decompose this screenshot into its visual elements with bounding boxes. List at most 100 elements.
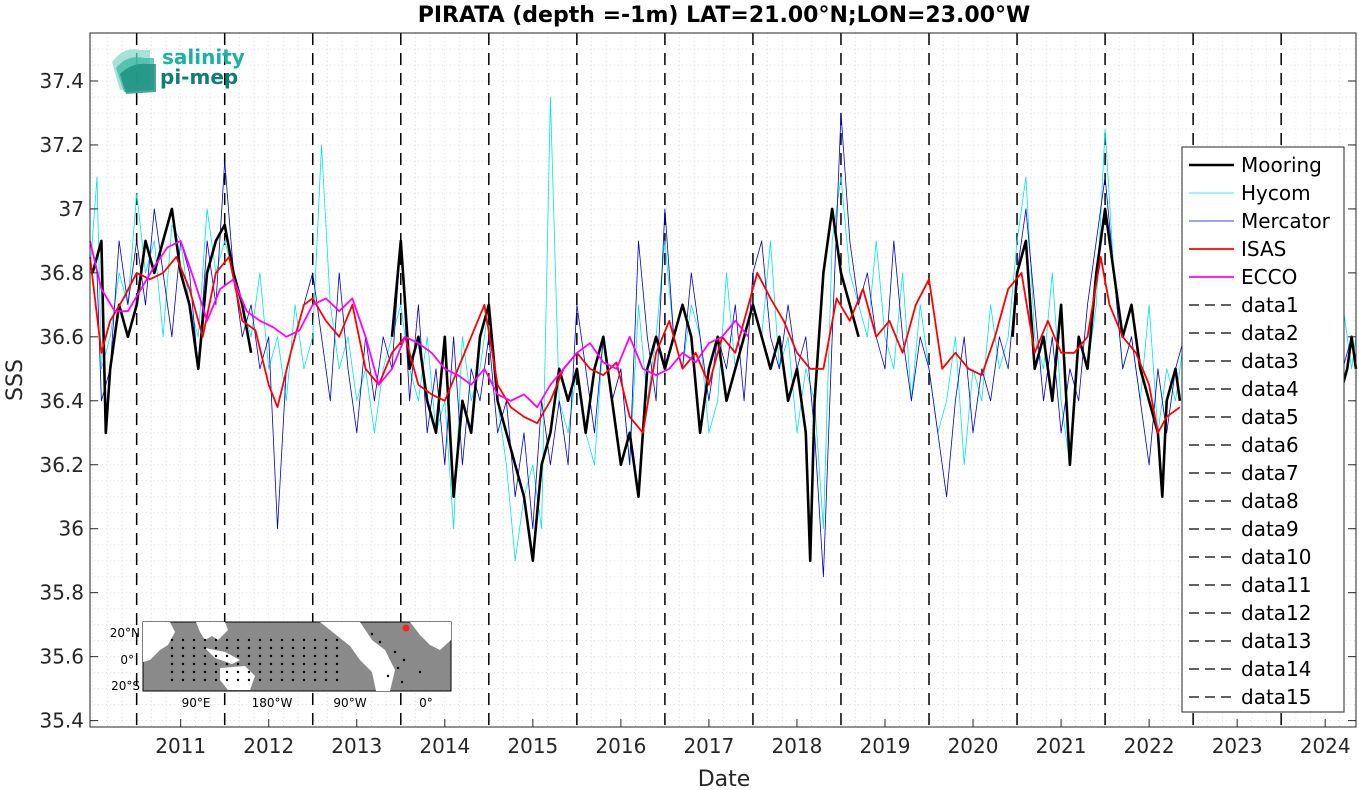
inset-map-dot — [170, 662, 174, 666]
series-mooring-line-1 — [390, 207, 860, 563]
inset-map-dot — [192, 662, 196, 666]
inset-map-dot — [418, 670, 422, 674]
x-axis: 2011 2012 2013 2014 2015 2016 2017 2018 2019 2020… — [155, 719, 1351, 758]
inset-map-dot — [236, 670, 240, 674]
inset-map-dot — [302, 662, 306, 666]
inset-map-dot — [335, 638, 339, 642]
inset-map-selected-mooring — [402, 624, 410, 632]
inset-map-dot — [247, 654, 251, 658]
inset-map-dot — [236, 662, 240, 666]
plot-area: 35.4 35.6 35.8 36 36.2 36.4 36.6 36.8 37 37.2 37.4… — [39, 32, 1358, 758]
inset-map-dot — [378, 640, 382, 644]
legend-label-hycom: Hycom — [1241, 181, 1311, 205]
inset-map-dot — [335, 670, 339, 674]
inset-map-dot — [192, 646, 196, 650]
legend-label-mercator: Mercator — [1241, 209, 1331, 233]
inset-map-dot — [247, 646, 251, 650]
inset-map-dot — [324, 662, 328, 666]
legend-label-data11: data11 — [1241, 573, 1312, 597]
inset-lon-label-90e: 90°E — [182, 696, 211, 710]
inset-map-dot — [203, 678, 207, 682]
inset-map-dot — [203, 638, 207, 642]
y-tick-label: 36.2 — [39, 453, 84, 477]
y-tick-label: 36.4 — [39, 389, 84, 413]
inset-map-dot — [203, 662, 207, 666]
inset-map-dot — [214, 678, 218, 682]
legend-label-isas: ISAS — [1241, 237, 1286, 261]
y-tick-label: 35.8 — [39, 581, 84, 605]
logo-waves-icon — [112, 49, 156, 94]
inset-map-dot — [313, 670, 317, 674]
inset-map-dot — [269, 670, 273, 674]
inset-map-dot — [225, 662, 229, 666]
inset-map-dot — [214, 670, 218, 674]
inset-map-dot — [302, 646, 306, 650]
x-tick-label: 2021 — [1036, 734, 1087, 758]
inset-map-dot — [291, 654, 295, 658]
inset-map-dot — [236, 678, 240, 682]
legend-items: Mooring Hycom Mercator ISAS ECCO data1 data2 da… — [1189, 153, 1331, 709]
inset-map-dot — [280, 670, 284, 674]
inset-map-dot — [225, 646, 229, 650]
inset-map-dot — [225, 670, 229, 674]
inset-lon-label-180w: 180°W — [252, 696, 293, 710]
x-tick-label: 2016 — [595, 734, 646, 758]
inset-map-mooring-dots — [170, 632, 422, 684]
inset-lon-label-90w: 90°W — [333, 696, 366, 710]
inset-map-dot — [225, 678, 229, 682]
inset-map-dot — [324, 654, 328, 658]
inset-map-dot — [280, 662, 284, 666]
inset-map-dot — [291, 662, 295, 666]
inset-map-dot — [236, 646, 240, 650]
legend-label-ecco: ECCO — [1241, 265, 1297, 289]
inset-map-land-indonesia — [205, 648, 240, 664]
legend-label-data7: data7 — [1241, 461, 1299, 485]
inset-map-dot — [170, 670, 174, 674]
y-tick-label: 36.8 — [39, 261, 84, 285]
inset-map-dot — [280, 654, 284, 658]
legend-label-data1: data1 — [1241, 293, 1299, 317]
inset-map-dot — [324, 638, 328, 642]
inset-map-dot — [313, 678, 317, 682]
x-tick-label: 2023 — [1212, 734, 1263, 758]
inset-map-dot — [170, 638, 174, 642]
inset-map-dot — [258, 654, 262, 658]
inset-map-dot — [280, 638, 284, 642]
legend-label-data15: data15 — [1241, 685, 1312, 709]
legend-label-data9: data9 — [1241, 517, 1299, 541]
inset-lat-label-20s: 20°S — [111, 679, 140, 693]
legend: Mooring Hycom Mercator ISAS ECCO data1 data2 da… — [1181, 146, 1345, 713]
x-tick-label: 2012 — [243, 734, 294, 758]
x-tick-label: 2013 — [331, 734, 382, 758]
x-tick-label: 2019 — [860, 734, 911, 758]
inset-lat-label-0: 0° — [120, 653, 134, 667]
legend-label-data12: data12 — [1241, 601, 1312, 625]
legend-label-data3: data3 — [1241, 349, 1299, 373]
inset-map-dot — [192, 678, 196, 682]
legend-label-data8: data8 — [1241, 489, 1299, 513]
inset-map-dot — [370, 632, 374, 636]
inset-map-ocean — [142, 621, 452, 692]
inset-map-dot — [214, 638, 218, 642]
series-mooring-line-0 — [91, 207, 253, 435]
x-axis-title: Date — [698, 767, 751, 790]
plot-border — [89, 32, 1357, 728]
inset-map-dot — [402, 658, 406, 662]
inset-map-dot — [313, 654, 317, 658]
y-tick-label: 35.6 — [39, 645, 84, 669]
x-tick-label: 2011 — [155, 734, 206, 758]
inset-map-dot — [258, 670, 262, 674]
inset-map-land-australia — [220, 666, 255, 690]
inset-map-dot — [247, 662, 251, 666]
chart-title: PIRATA (depth =-1m) LAT=21.00°N;LON=23.0… — [418, 3, 1031, 28]
inset-map-dot — [258, 646, 262, 650]
inset-map-dot — [225, 638, 229, 642]
legend-box — [1181, 146, 1345, 713]
inset-map-land-americas — [320, 622, 395, 691]
inset-map-dot — [386, 674, 390, 678]
inset-map-dot — [247, 678, 251, 682]
x-tick-label: 2015 — [507, 734, 558, 758]
inset-map-dot — [181, 646, 185, 650]
inset-map-dot — [335, 654, 339, 658]
inset-map-dot — [247, 670, 251, 674]
